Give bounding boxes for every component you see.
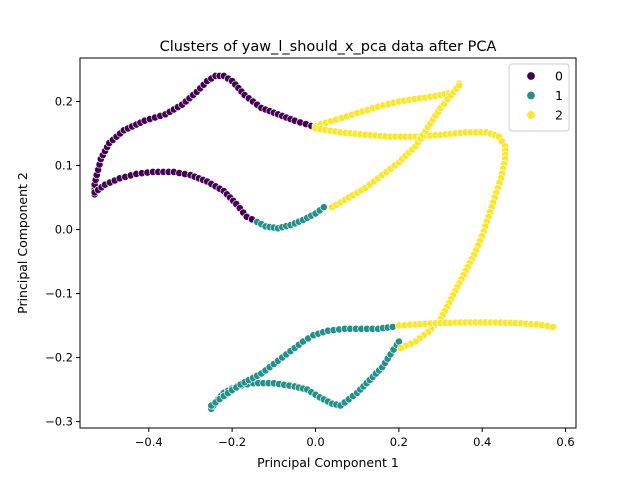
x-tick-label: −0.4 bbox=[135, 435, 163, 449]
data-point bbox=[388, 322, 397, 331]
series-0 bbox=[90, 72, 316, 226]
y-axis-label: Principal Component 2 bbox=[15, 172, 30, 314]
data-point bbox=[319, 203, 328, 212]
legend-marker-1 bbox=[526, 91, 536, 101]
plot-frame bbox=[79, 57, 577, 429]
y-tick-label: −0.2 bbox=[45, 351, 73, 365]
x-tick-label: 0.0 bbox=[306, 435, 324, 449]
data-point bbox=[394, 337, 403, 346]
legend-marker-2 bbox=[526, 110, 536, 120]
x-axis: −0.4 −0.2 0.0 0.2 0.4 0.6 bbox=[135, 428, 575, 449]
y-tick-label: 0.1 bbox=[55, 159, 73, 173]
y-axis: −0.3 −0.2 −0.1 0.0 0.1 0.2 bbox=[45, 95, 80, 429]
data-point bbox=[455, 81, 464, 90]
x-tick-label: 0.2 bbox=[390, 435, 408, 449]
data-point bbox=[396, 344, 405, 352]
legend-label-2: 2 bbox=[555, 108, 563, 123]
series-2 bbox=[311, 79, 557, 352]
y-tick-label: 0.0 bbox=[55, 223, 73, 237]
x-tick-label: 0.6 bbox=[556, 435, 574, 449]
legend-label-1: 1 bbox=[555, 88, 563, 103]
x-axis-label: Principal Component 1 bbox=[257, 455, 399, 470]
points-layer bbox=[90, 72, 557, 413]
x-tick-label: −0.2 bbox=[218, 435, 246, 449]
legend-frame bbox=[508, 63, 570, 132]
y-tick-label: 0.2 bbox=[55, 95, 73, 109]
legend-marker-0 bbox=[526, 71, 536, 81]
data-point bbox=[549, 322, 557, 331]
x-tick-label: 0.4 bbox=[473, 435, 491, 449]
series-1 bbox=[207, 203, 403, 413]
y-tick-label: −0.1 bbox=[45, 287, 73, 301]
legend: 0 1 2 bbox=[508, 63, 570, 132]
y-tick-label: −0.3 bbox=[45, 415, 73, 429]
legend-label-0: 0 bbox=[555, 69, 563, 84]
chart-title: Clusters of yaw_l_should_x_pca data afte… bbox=[160, 39, 497, 55]
